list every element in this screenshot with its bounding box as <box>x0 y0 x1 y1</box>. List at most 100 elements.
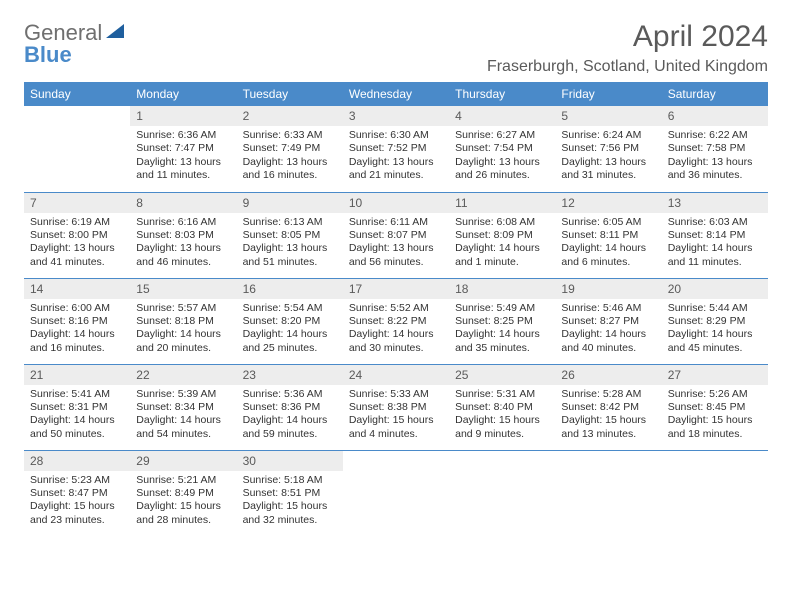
day-cell: 13Sunrise: 6:03 AMSunset: 8:14 PMDayligh… <box>662 192 768 278</box>
logo-triangle-icon <box>106 24 124 43</box>
day-number: 24 <box>343 365 449 385</box>
day-number: 9 <box>237 193 343 213</box>
day-number: 15 <box>130 279 236 299</box>
day-number: 20 <box>662 279 768 299</box>
day-cell: 5Sunrise: 6:24 AMSunset: 7:56 PMDaylight… <box>555 106 661 192</box>
day-details: Sunrise: 5:33 AMSunset: 8:38 PMDaylight:… <box>343 385 449 446</box>
weekday-header: Wednesday <box>343 82 449 106</box>
day-cell: 25Sunrise: 5:31 AMSunset: 8:40 PMDayligh… <box>449 364 555 450</box>
day-cell: 30Sunrise: 5:18 AMSunset: 8:51 PMDayligh… <box>237 450 343 536</box>
day-number: 16 <box>237 279 343 299</box>
day-details: Sunrise: 6:03 AMSunset: 8:14 PMDaylight:… <box>662 213 768 274</box>
day-cell: 1Sunrise: 6:36 AMSunset: 7:47 PMDaylight… <box>130 106 236 192</box>
weekday-header: Monday <box>130 82 236 106</box>
day-number: 17 <box>343 279 449 299</box>
day-details: Sunrise: 6:27 AMSunset: 7:54 PMDaylight:… <box>449 126 555 187</box>
day-details: Sunrise: 6:05 AMSunset: 8:11 PMDaylight:… <box>555 213 661 274</box>
day-details: Sunrise: 6:22 AMSunset: 7:58 PMDaylight:… <box>662 126 768 187</box>
day-details: Sunrise: 5:57 AMSunset: 8:18 PMDaylight:… <box>130 299 236 360</box>
day-details: Sunrise: 5:52 AMSunset: 8:22 PMDaylight:… <box>343 299 449 360</box>
day-number: 8 <box>130 193 236 213</box>
day-cell: 21Sunrise: 5:41 AMSunset: 8:31 PMDayligh… <box>24 364 130 450</box>
empty-cell: . <box>343 450 449 536</box>
day-cell: 20Sunrise: 5:44 AMSunset: 8:29 PMDayligh… <box>662 278 768 364</box>
day-cell: 9Sunrise: 6:13 AMSunset: 8:05 PMDaylight… <box>237 192 343 278</box>
empty-cell: . <box>449 450 555 536</box>
day-details: Sunrise: 5:49 AMSunset: 8:25 PMDaylight:… <box>449 299 555 360</box>
day-details: Sunrise: 6:30 AMSunset: 7:52 PMDaylight:… <box>343 126 449 187</box>
day-cell: 8Sunrise: 6:16 AMSunset: 8:03 PMDaylight… <box>130 192 236 278</box>
day-number: 26 <box>555 365 661 385</box>
day-number: 7 <box>24 193 130 213</box>
calendar-row: 28Sunrise: 5:23 AMSunset: 8:47 PMDayligh… <box>24 450 768 536</box>
calendar-row: .1Sunrise: 6:36 AMSunset: 7:47 PMDayligh… <box>24 106 768 192</box>
calendar-row: 14Sunrise: 6:00 AMSunset: 8:16 PMDayligh… <box>24 278 768 364</box>
day-cell: 15Sunrise: 5:57 AMSunset: 8:18 PMDayligh… <box>130 278 236 364</box>
day-details: Sunrise: 5:18 AMSunset: 8:51 PMDaylight:… <box>237 471 343 532</box>
day-number: 1 <box>130 106 236 126</box>
day-number: 27 <box>662 365 768 385</box>
day-cell: 28Sunrise: 5:23 AMSunset: 8:47 PMDayligh… <box>24 450 130 536</box>
day-cell: 10Sunrise: 6:11 AMSunset: 8:07 PMDayligh… <box>343 192 449 278</box>
day-number: 19 <box>555 279 661 299</box>
day-details: Sunrise: 6:00 AMSunset: 8:16 PMDaylight:… <box>24 299 130 360</box>
day-details: Sunrise: 5:21 AMSunset: 8:49 PMDaylight:… <box>130 471 236 532</box>
day-details: Sunrise: 5:26 AMSunset: 8:45 PMDaylight:… <box>662 385 768 446</box>
day-number: 29 <box>130 451 236 471</box>
day-cell: 3Sunrise: 6:30 AMSunset: 7:52 PMDaylight… <box>343 106 449 192</box>
day-number: 18 <box>449 279 555 299</box>
day-details: Sunrise: 5:54 AMSunset: 8:20 PMDaylight:… <box>237 299 343 360</box>
calendar-row: 21Sunrise: 5:41 AMSunset: 8:31 PMDayligh… <box>24 364 768 450</box>
day-number: 28 <box>24 451 130 471</box>
logo-blue-wrap: Blue <box>24 42 72 68</box>
day-cell: 16Sunrise: 5:54 AMSunset: 8:20 PMDayligh… <box>237 278 343 364</box>
day-cell: 19Sunrise: 5:46 AMSunset: 8:27 PMDayligh… <box>555 278 661 364</box>
day-details: Sunrise: 6:36 AMSunset: 7:47 PMDaylight:… <box>130 126 236 187</box>
day-details: Sunrise: 6:08 AMSunset: 8:09 PMDaylight:… <box>449 213 555 274</box>
calendar-table: SundayMondayTuesdayWednesdayThursdayFrid… <box>24 82 768 536</box>
weekday-row: SundayMondayTuesdayWednesdayThursdayFrid… <box>24 82 768 106</box>
day-cell: 29Sunrise: 5:21 AMSunset: 8:49 PMDayligh… <box>130 450 236 536</box>
day-number: 4 <box>449 106 555 126</box>
day-cell: 7Sunrise: 6:19 AMSunset: 8:00 PMDaylight… <box>24 192 130 278</box>
day-details: Sunrise: 5:46 AMSunset: 8:27 PMDaylight:… <box>555 299 661 360</box>
day-details: Sunrise: 5:39 AMSunset: 8:34 PMDaylight:… <box>130 385 236 446</box>
day-number: 12 <box>555 193 661 213</box>
day-number: 25 <box>449 365 555 385</box>
weekday-header: Friday <box>555 82 661 106</box>
day-cell: 17Sunrise: 5:52 AMSunset: 8:22 PMDayligh… <box>343 278 449 364</box>
day-cell: 12Sunrise: 6:05 AMSunset: 8:11 PMDayligh… <box>555 192 661 278</box>
day-number: 22 <box>130 365 236 385</box>
day-details: Sunrise: 6:24 AMSunset: 7:56 PMDaylight:… <box>555 126 661 187</box>
day-number: 23 <box>237 365 343 385</box>
day-number: 14 <box>24 279 130 299</box>
month-title: April 2024 <box>487 20 768 54</box>
calendar-row: 7Sunrise: 6:19 AMSunset: 8:00 PMDaylight… <box>24 192 768 278</box>
calendar-thead: SundayMondayTuesdayWednesdayThursdayFrid… <box>24 82 768 106</box>
empty-cell: . <box>555 450 661 536</box>
day-details: Sunrise: 6:33 AMSunset: 7:49 PMDaylight:… <box>237 126 343 187</box>
page-header: General April 2024 Fraserburgh, Scotland… <box>24 20 768 76</box>
day-number: 2 <box>237 106 343 126</box>
day-cell: 24Sunrise: 5:33 AMSunset: 8:38 PMDayligh… <box>343 364 449 450</box>
day-cell: 6Sunrise: 6:22 AMSunset: 7:58 PMDaylight… <box>662 106 768 192</box>
day-details: Sunrise: 6:19 AMSunset: 8:00 PMDaylight:… <box>24 213 130 274</box>
day-details: Sunrise: 5:44 AMSunset: 8:29 PMDaylight:… <box>662 299 768 360</box>
day-details: Sunrise: 5:28 AMSunset: 8:42 PMDaylight:… <box>555 385 661 446</box>
day-details: Sunrise: 5:31 AMSunset: 8:40 PMDaylight:… <box>449 385 555 446</box>
day-cell: 2Sunrise: 6:33 AMSunset: 7:49 PMDaylight… <box>237 106 343 192</box>
day-cell: 18Sunrise: 5:49 AMSunset: 8:25 PMDayligh… <box>449 278 555 364</box>
day-number: 10 <box>343 193 449 213</box>
day-details: Sunrise: 6:16 AMSunset: 8:03 PMDaylight:… <box>130 213 236 274</box>
title-block: April 2024 Fraserburgh, Scotland, United… <box>487 20 768 76</box>
day-cell: 4Sunrise: 6:27 AMSunset: 7:54 PMDaylight… <box>449 106 555 192</box>
day-number: 21 <box>24 365 130 385</box>
empty-cell: . <box>24 106 130 192</box>
day-details: Sunrise: 5:36 AMSunset: 8:36 PMDaylight:… <box>237 385 343 446</box>
day-cell: 26Sunrise: 5:28 AMSunset: 8:42 PMDayligh… <box>555 364 661 450</box>
day-cell: 14Sunrise: 6:00 AMSunset: 8:16 PMDayligh… <box>24 278 130 364</box>
weekday-header: Sunday <box>24 82 130 106</box>
day-number: 30 <box>237 451 343 471</box>
day-cell: 23Sunrise: 5:36 AMSunset: 8:36 PMDayligh… <box>237 364 343 450</box>
day-details: Sunrise: 6:13 AMSunset: 8:05 PMDaylight:… <box>237 213 343 274</box>
